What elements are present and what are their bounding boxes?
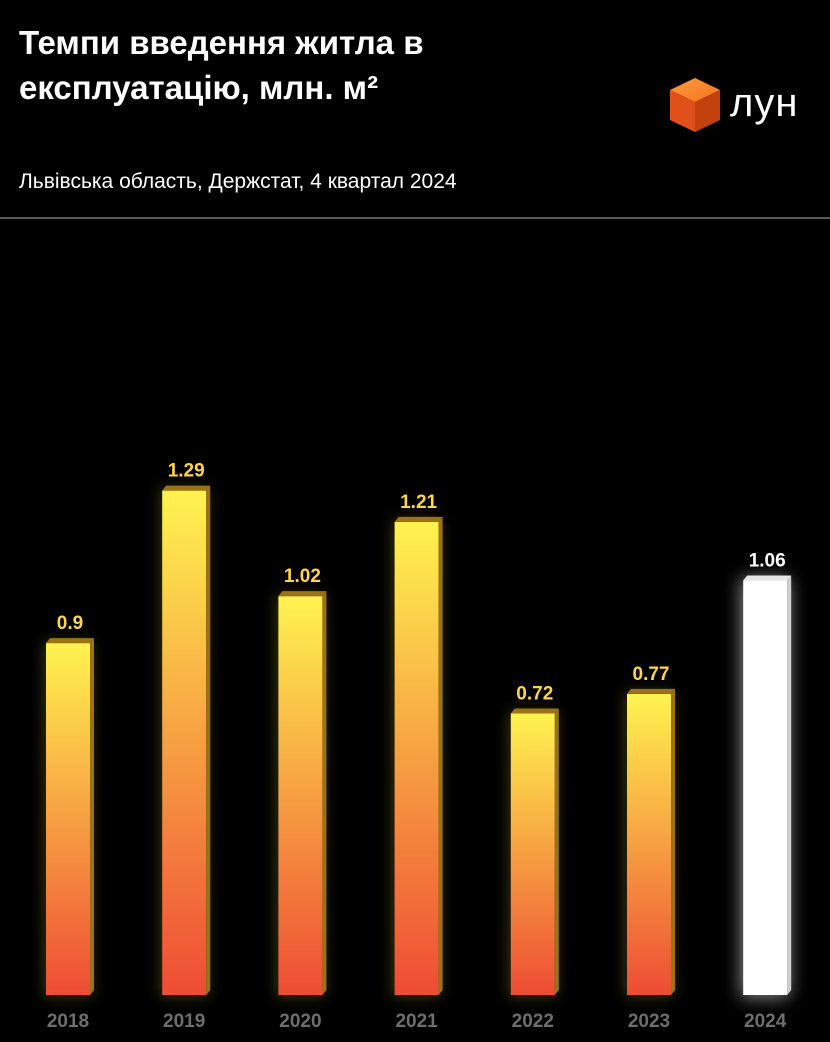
value-label-2020: 1.02 <box>284 566 321 587</box>
x-tick-label-2020: 2020 <box>279 1011 321 1032</box>
value-label-2022: 0.72 <box>516 683 553 704</box>
bar-top-cap <box>394 516 443 522</box>
x-tick-label-2019: 2019 <box>163 1011 205 1032</box>
bar-2019 <box>160 485 211 997</box>
value-label-2023: 0.77 <box>633 664 670 685</box>
logo-wordmark: лун <box>730 81 799 125</box>
bar-face <box>510 713 555 995</box>
bar-top-cap <box>278 591 327 597</box>
bar-side <box>787 575 792 995</box>
bar-2020 <box>276 591 327 997</box>
bar-top-cap <box>743 575 792 581</box>
value-label-2024: 1.06 <box>749 551 786 572</box>
bars-layer <box>44 485 792 997</box>
bar-side <box>90 638 94 995</box>
bar-top-cap <box>510 708 559 714</box>
bar-side <box>438 516 443 995</box>
x-tick-label-2022: 2022 <box>512 1011 554 1032</box>
bar-2021 <box>392 516 443 997</box>
chart-subtitle: Львівська область, Держстат, 4 квартал 2… <box>19 170 457 193</box>
chart-title: Темпи введення житла в експлуатацію, млн… <box>19 24 424 106</box>
x-axis-tick-labels: 2018 2019 2020 2021 2022 2023 2024 <box>47 1011 787 1032</box>
x-tick-label-2024: 2024 <box>744 1011 787 1032</box>
value-label-2021: 1.21 <box>400 492 437 513</box>
bar-top-cap <box>627 688 675 694</box>
value-label-2018: 0.9 <box>57 613 83 634</box>
bar-chart: 0.9 1.29 1.02 1.21 0.72 0.77 1.06 2018 2019 2020… <box>44 461 792 1032</box>
brand-logo: лун <box>668 74 818 136</box>
bar-face <box>278 596 323 995</box>
bar-top-cap <box>162 485 211 491</box>
bar-2024 <box>741 575 792 997</box>
bar-side <box>206 485 211 995</box>
bar-face <box>394 521 439 995</box>
x-tick-label-2023: 2023 <box>628 1011 670 1032</box>
bar-side <box>671 688 675 995</box>
bar-top-cap <box>46 638 94 644</box>
header-divider <box>0 217 830 219</box>
x-tick-label-2018: 2018 <box>47 1011 89 1032</box>
bar-face <box>46 643 90 995</box>
orange-cube-icon <box>670 78 720 132</box>
bar-2023 <box>625 688 675 997</box>
value-label-2019: 1.29 <box>168 461 205 482</box>
bar-side <box>322 591 327 995</box>
x-tick-label-2021: 2021 <box>395 1011 438 1032</box>
bar-face <box>743 580 788 995</box>
bar-2018 <box>44 638 94 997</box>
bar-face <box>627 693 671 995</box>
chart-header: Темпи введення житла в експлуатацію, млн… <box>0 0 830 219</box>
bar-2022 <box>508 708 559 997</box>
bar-side <box>554 708 559 995</box>
bar-face <box>162 490 207 995</box>
value-labels-layer: 0.9 1.29 1.02 1.21 0.72 0.77 1.06 <box>57 461 786 705</box>
